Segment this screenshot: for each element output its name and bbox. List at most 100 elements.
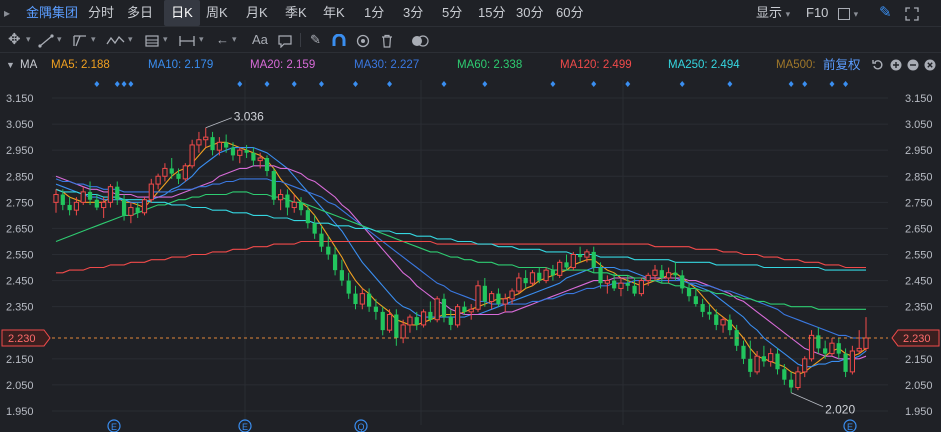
candle-body — [210, 137, 215, 151]
candle-body — [448, 317, 453, 325]
period-tab[interactable]: 月K — [246, 5, 268, 20]
candle-body — [257, 157, 263, 162]
close-icon[interactable] — [924, 53, 936, 77]
y-axis-left: 3.150 3.050 2.950 2.850 2.750 2.650 2.550 2.450… — [6, 93, 34, 418]
period-tab[interactable]: 15分 — [478, 5, 506, 20]
trash-icon[interactable] — [380, 27, 394, 52]
event-marker-label: E — [111, 422, 117, 432]
channel-tool-icon[interactable] — [72, 27, 88, 52]
candle-body — [271, 171, 276, 200]
candle-body — [727, 319, 732, 331]
chevron-down-icon[interactable]: ▾ — [232, 34, 237, 44]
magnet-icon[interactable] — [332, 27, 346, 52]
candle-body — [353, 293, 358, 305]
adjust-button[interactable]: 前复权 — [823, 58, 861, 72]
candle-body — [537, 272, 542, 281]
reset-icon[interactable] — [872, 53, 884, 77]
add-icon[interactable] — [890, 53, 902, 77]
period-tab[interactable]: 分时 — [88, 5, 115, 20]
chevron-down-icon[interactable]: ▾ — [163, 34, 168, 44]
candle-body — [291, 201, 297, 209]
price-tag-right — [891, 329, 940, 347]
low-label: 2.020 — [825, 403, 855, 417]
measure-tool-icon[interactable] — [178, 27, 196, 52]
fullscreen-icon[interactable] — [905, 0, 919, 26]
candle-body — [407, 316, 413, 326]
candle-body — [482, 285, 487, 302]
signal-dot — [114, 81, 120, 87]
period-tab[interactable]: 3分 — [403, 5, 424, 20]
signal-dot — [591, 81, 597, 87]
period-tab[interactable]: 5分 — [442, 5, 463, 20]
y-tick-label: 2.450 — [905, 276, 933, 288]
ma-label: MA10: 2.179 — [148, 59, 214, 71]
period-tab[interactable]: 60分 — [556, 5, 584, 20]
candle-body — [496, 293, 501, 305]
arrow-left-icon[interactable]: ← — [216, 32, 229, 47]
candle-body — [795, 371, 801, 389]
display-button[interactable]: 显示 ▾ — [756, 5, 791, 20]
candle-body — [373, 306, 379, 312]
toggle-icon[interactable] — [410, 27, 430, 52]
chevron-down-icon[interactable]: ▾ — [57, 34, 62, 44]
period-tab[interactable]: 日K — [164, 0, 200, 26]
event-marker — [238, 419, 252, 432]
text-tool-icon[interactable]: Aa — [252, 32, 268, 47]
layout-toggle[interactable]: ▾ — [838, 0, 858, 26]
candle-body — [312, 223, 317, 234]
stock-name[interactable]: 金隅集团 — [26, 5, 79, 20]
ma-line-ma120 — [56, 240, 866, 274]
signal-dot — [788, 81, 794, 87]
period-tab[interactable]: 1分 — [364, 5, 385, 20]
candle-body — [67, 204, 72, 211]
signal-dot — [843, 81, 849, 87]
candle-body — [816, 335, 821, 349]
chevron-down-icon[interactable]: ▾ — [199, 34, 204, 44]
candle-body — [230, 147, 236, 156]
period-tab[interactable]: 30分 — [516, 5, 544, 20]
candle-body — [155, 175, 161, 185]
candle-body — [428, 311, 433, 320]
note-icon[interactable] — [278, 27, 292, 52]
fib-tool-icon[interactable] — [144, 27, 160, 52]
candle-body — [808, 334, 815, 360]
collapse-indicator-icon[interactable]: ▼ — [6, 60, 15, 70]
signal-dot — [237, 81, 243, 87]
candle-body — [489, 293, 495, 302]
period-tab[interactable]: 周K — [206, 5, 228, 20]
period-tab[interactable]: 多日 — [127, 5, 154, 20]
chevron-down-icon[interactable]: ▾ — [91, 34, 96, 44]
candle-body — [386, 313, 393, 331]
period-tab[interactable]: 季K — [285, 5, 307, 20]
wave-tool-icon[interactable] — [106, 27, 126, 52]
chevron-down-icon[interactable]: ▾ — [128, 34, 133, 44]
candle-body — [121, 199, 127, 216]
crosshair-icon[interactable]: ✥ — [8, 31, 21, 48]
signal-dot — [387, 81, 393, 87]
period-tab[interactable]: 年K — [323, 5, 345, 20]
high-label: 3.036 — [234, 110, 264, 124]
remove-icon[interactable] — [907, 53, 919, 77]
indicator-name[interactable]: MA — [20, 59, 38, 71]
candle-body — [748, 358, 753, 372]
candle-body — [761, 356, 767, 362]
chevron-down-icon[interactable]: ▾ — [26, 34, 31, 44]
candle-body — [475, 285, 481, 310]
pen-icon[interactable]: ✎ — [879, 4, 892, 21]
candle-body — [604, 280, 610, 284]
y-tick-label: 2.750 — [6, 197, 34, 209]
line-tool-icon[interactable] — [38, 27, 54, 52]
edit-icon[interactable]: ✎ — [310, 32, 321, 47]
candle-body — [189, 144, 195, 167]
candle-body — [775, 353, 780, 370]
eye-icon[interactable] — [356, 27, 370, 52]
ma-label: MA500: — [776, 59, 816, 71]
candle-body — [285, 194, 290, 208]
candle-body — [584, 251, 590, 258]
f10-button[interactable]: F10 — [806, 5, 829, 20]
collapse-icon[interactable]: ▸ — [4, 6, 11, 20]
event-marker — [107, 419, 121, 432]
signal-dot — [352, 81, 358, 87]
